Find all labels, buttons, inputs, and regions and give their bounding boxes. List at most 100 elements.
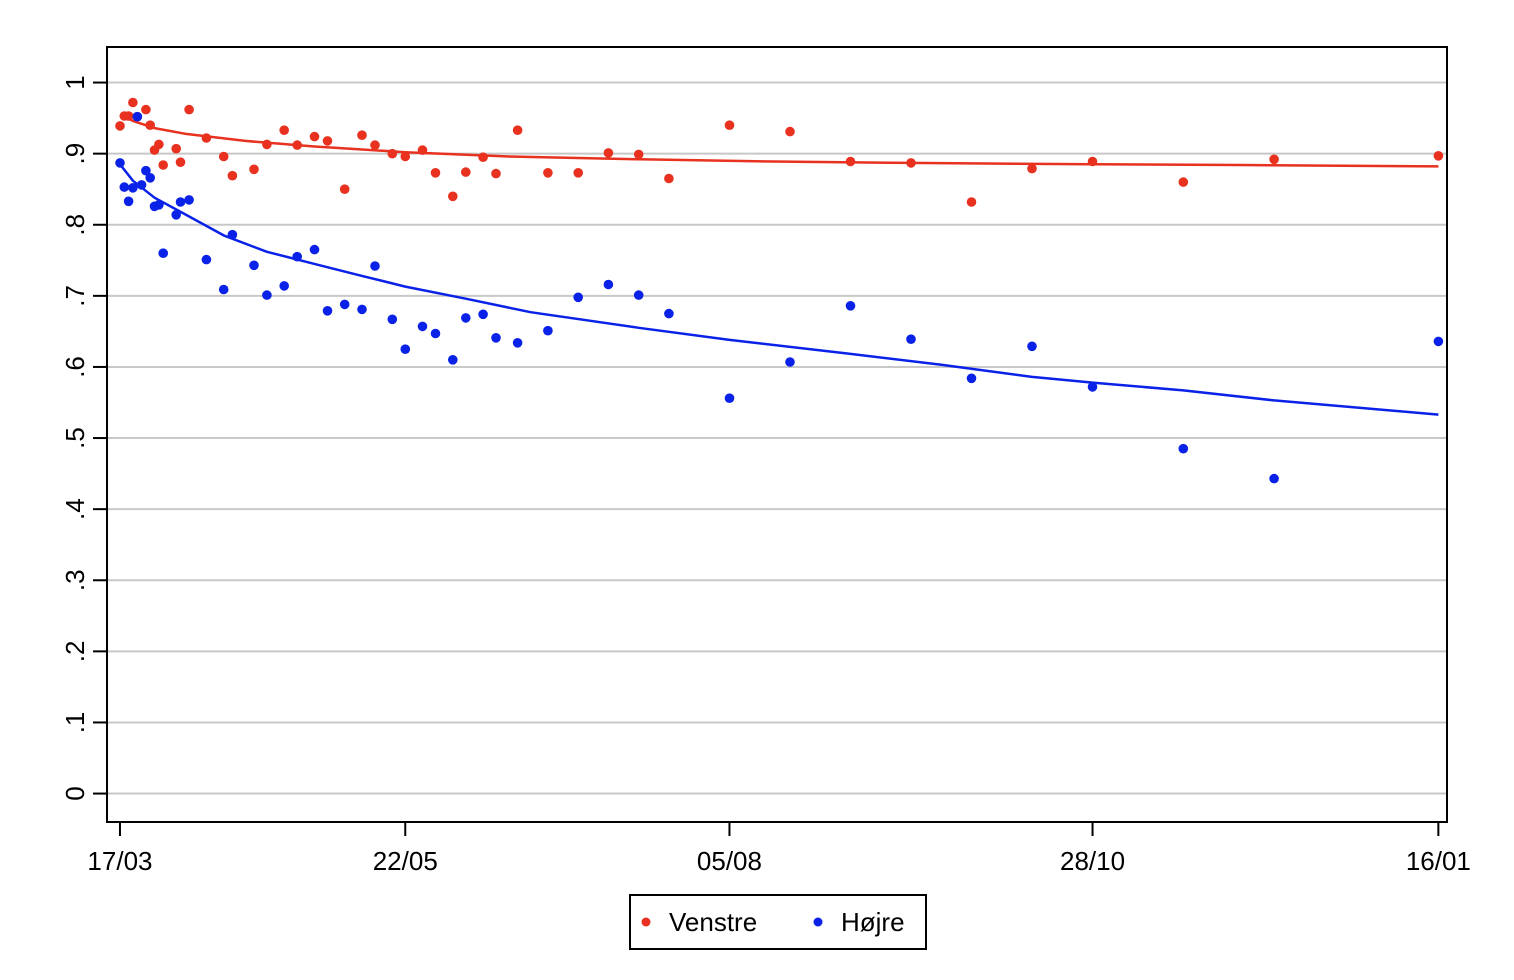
- point-h-jre-27: [400, 344, 411, 355]
- x-tick-label-3: 28/10: [1060, 846, 1125, 876]
- legend-marker-hojre: [813, 917, 823, 927]
- point-venstre-48: [1433, 151, 1444, 161]
- point-venstre-8: [154, 139, 164, 150]
- x-tick-label-1: 22/05: [373, 846, 438, 876]
- y-tick-label-7: .7: [60, 285, 90, 307]
- gridlines: [107, 81, 1447, 795]
- point-venstre-26: [400, 151, 411, 162]
- point-h-jre-7: [145, 173, 155, 183]
- y-tick-label-2: .2: [60, 641, 90, 663]
- point-venstre-32: [491, 168, 501, 179]
- point-venstre-21: [322, 136, 333, 146]
- legend: Venstre Højre: [629, 894, 927, 950]
- point-venstre-31: [478, 152, 488, 162]
- legend-marker-venstre: [641, 917, 651, 927]
- point-venstre-40: [785, 126, 795, 137]
- point-venstre-15: [227, 170, 238, 181]
- point-venstre-37: [633, 149, 644, 160]
- y-tick-label-6: .6: [60, 356, 90, 378]
- point-h-jre-15: [218, 284, 229, 295]
- point-venstre-0: [115, 121, 125, 131]
- point-venstre-47: [1269, 154, 1279, 165]
- data-points: [115, 97, 1444, 484]
- point-venstre-3: [128, 97, 138, 108]
- point-venstre-10: [171, 143, 181, 154]
- point-h-jre-23: [339, 299, 350, 310]
- y-tick-label-4: .4: [60, 498, 90, 520]
- point-h-jre-35: [543, 325, 553, 336]
- point-h-jre-46: [1087, 382, 1098, 392]
- point-h-jre-10: [158, 248, 168, 258]
- point-h-jre-38: [633, 290, 644, 300]
- point-h-jre-33: [491, 333, 501, 343]
- point-h-jre-18: [262, 290, 272, 300]
- point-venstre-19: [292, 140, 303, 150]
- point-h-jre-2: [123, 196, 134, 207]
- point-venstre-9: [158, 160, 168, 170]
- point-h-jre-14: [201, 254, 212, 265]
- point-venstre-20: [309, 131, 320, 142]
- point-h-jre-13: [184, 195, 194, 205]
- fit-line-h-jre: [119, 163, 1439, 416]
- point-h-jre-32: [478, 309, 488, 320]
- point-h-jre-29: [430, 328, 441, 339]
- legend-label-venstre: Venstre: [669, 907, 757, 937]
- point-venstre-23: [357, 130, 367, 140]
- point-venstre-6: [145, 120, 155, 130]
- point-venstre-30: [461, 167, 471, 177]
- legend-label-hojre: Højre: [841, 907, 905, 937]
- point-h-jre-9: [154, 200, 164, 210]
- point-h-jre-30: [448, 355, 458, 365]
- point-h-jre-25: [370, 261, 380, 271]
- point-h-jre-20: [292, 251, 303, 262]
- point-h-jre-43: [906, 334, 916, 345]
- point-h-jre-41: [785, 357, 795, 367]
- point-venstre-46: [1178, 177, 1189, 187]
- point-venstre-44: [1027, 163, 1037, 174]
- point-venstre-25: [387, 148, 398, 159]
- point-venstre-36: [603, 148, 614, 158]
- point-venstre-13: [201, 133, 212, 143]
- point-h-jre-45: [1027, 341, 1037, 352]
- point-h-jre-5: [136, 180, 147, 190]
- point-venstre-28: [430, 168, 441, 178]
- plot-frame: [106, 46, 1448, 823]
- point-venstre-45: [1087, 156, 1098, 167]
- point-venstre-34: [543, 168, 553, 178]
- point-h-jre-16: [227, 229, 238, 240]
- point-h-jre-39: [664, 308, 674, 319]
- point-venstre-24: [370, 140, 380, 150]
- point-h-jre-49: [1433, 336, 1444, 347]
- y-tick-label-8: .8: [60, 214, 90, 236]
- point-venstre-35: [573, 168, 583, 178]
- point-h-jre-21: [309, 244, 320, 255]
- fit-lines: [119, 113, 1439, 416]
- point-venstre-14: [218, 151, 229, 162]
- point-venstre-29: [448, 191, 458, 202]
- legend-box: [629, 894, 927, 950]
- point-h-jre-19: [279, 281, 290, 291]
- point-venstre-5: [141, 104, 151, 115]
- y-tick-label-1: .1: [60, 712, 90, 734]
- y-tick-label-0: 0: [60, 786, 90, 800]
- point-h-jre-48: [1269, 473, 1279, 484]
- point-h-jre-42: [845, 301, 856, 311]
- point-h-jre-11: [171, 210, 181, 220]
- point-venstre-42: [906, 158, 916, 168]
- point-h-jre-22: [322, 306, 333, 316]
- point-h-jre-28: [417, 321, 428, 332]
- point-h-jre-24: [357, 304, 367, 315]
- y-tick-label-9: .9: [60, 143, 90, 165]
- point-h-jre-17: [249, 260, 259, 271]
- fit-line-venstre: [119, 113, 1439, 168]
- point-h-jre-1: [119, 182, 130, 192]
- point-venstre-41: [845, 156, 856, 167]
- point-venstre-11: [175, 157, 186, 167]
- point-venstre-43: [966, 197, 977, 207]
- point-h-jre-44: [966, 373, 977, 384]
- y-tick-label-3: .3: [60, 569, 90, 591]
- y-tick-label-5: .5: [60, 427, 90, 449]
- point-venstre-18: [279, 125, 290, 135]
- point-venstre-27: [417, 145, 428, 155]
